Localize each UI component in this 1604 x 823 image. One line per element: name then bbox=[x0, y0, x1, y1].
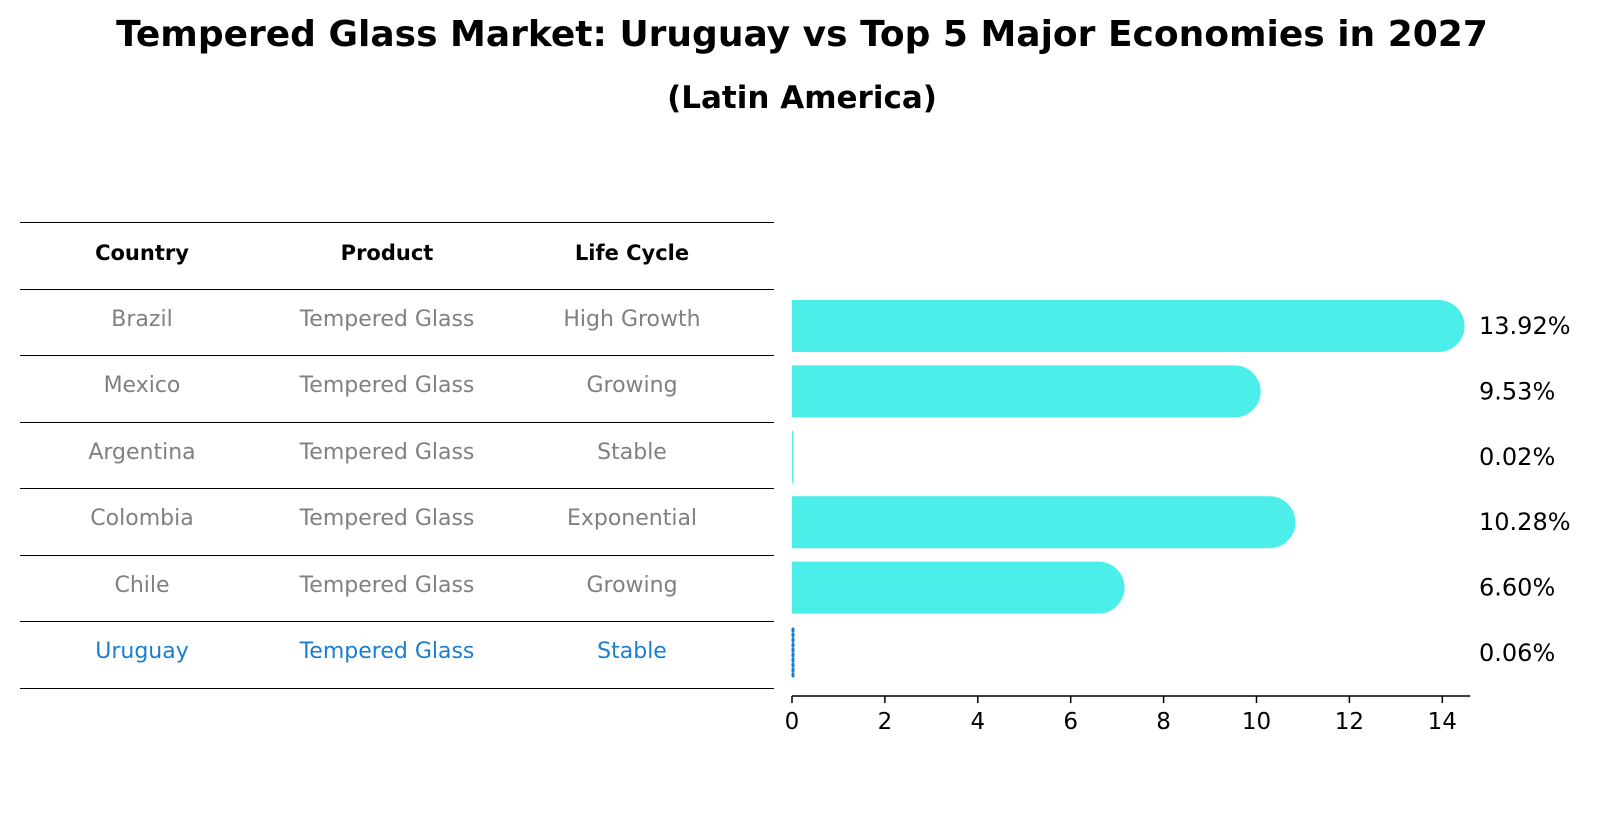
country-cell: Colombia bbox=[90, 506, 194, 532]
country-cell: Mexico bbox=[103, 373, 181, 399]
table-rule bbox=[20, 687, 774, 689]
value-label: 0.06% bbox=[1479, 639, 1555, 667]
product-cell: Tempered Glass bbox=[299, 306, 475, 332]
bar-colombia bbox=[792, 496, 1296, 549]
table-rule bbox=[20, 421, 774, 423]
value-label: 10.28% bbox=[1479, 508, 1571, 536]
chart-subtitle: (Latin America) bbox=[667, 80, 937, 116]
x-tick-label: 10 bbox=[1242, 709, 1271, 735]
life-cycle-cell: Exponential bbox=[566, 506, 698, 532]
header-product: Product bbox=[340, 241, 434, 266]
bar-chile bbox=[792, 561, 1125, 614]
life-cycle-cell: Stable bbox=[597, 439, 667, 465]
value-label: 0.02% bbox=[1479, 443, 1555, 471]
value-label: 6.60% bbox=[1479, 574, 1555, 602]
value-label: 9.53% bbox=[1479, 377, 1555, 405]
life-cycle-cell: Stable bbox=[597, 639, 667, 665]
product-cell: Tempered Glass bbox=[299, 373, 475, 399]
product-cell: Tempered Glass bbox=[299, 506, 475, 532]
bar-mexico bbox=[792, 365, 1261, 418]
table-rule bbox=[20, 488, 774, 489]
table-rule bbox=[20, 621, 774, 622]
product-cell: Tempered Glass bbox=[299, 572, 475, 598]
life-cycle-cell: Growing bbox=[586, 373, 678, 399]
bar-brazil bbox=[792, 300, 1465, 352]
x-tick-label: 4 bbox=[970, 709, 985, 735]
x-tick-label: 8 bbox=[1156, 709, 1171, 735]
country-cell: Argentina bbox=[88, 439, 196, 465]
table-rule bbox=[20, 222, 774, 223]
product-cell: Tempered Glass bbox=[299, 439, 475, 465]
table-rule bbox=[20, 554, 774, 556]
x-tick-label: 2 bbox=[878, 709, 893, 735]
value-label: 13.92% bbox=[1479, 312, 1571, 340]
header-country: Country bbox=[95, 241, 189, 266]
table-rule bbox=[20, 288, 774, 290]
x-tick-label: 12 bbox=[1335, 709, 1364, 735]
country-cell: Chile bbox=[114, 572, 170, 598]
x-tick-label: 0 bbox=[785, 709, 800, 735]
country-cell: Brazil bbox=[111, 306, 173, 332]
chart-title: Tempered Glass Market: Uruguay vs Top 5 … bbox=[116, 14, 1488, 55]
header-life-cycle: Life Cycle bbox=[574, 241, 690, 266]
x-tick-label: 6 bbox=[1063, 709, 1078, 735]
product-cell: Tempered Glass bbox=[299, 639, 475, 665]
life-cycle-cell: High Growth bbox=[563, 306, 701, 332]
country-cell: Uruguay bbox=[95, 639, 189, 665]
life-cycle-cell: Growing bbox=[586, 572, 678, 598]
x-tick-label: 14 bbox=[1428, 709, 1457, 735]
bar-argentina bbox=[792, 430, 793, 483]
table-rule bbox=[20, 355, 774, 356]
